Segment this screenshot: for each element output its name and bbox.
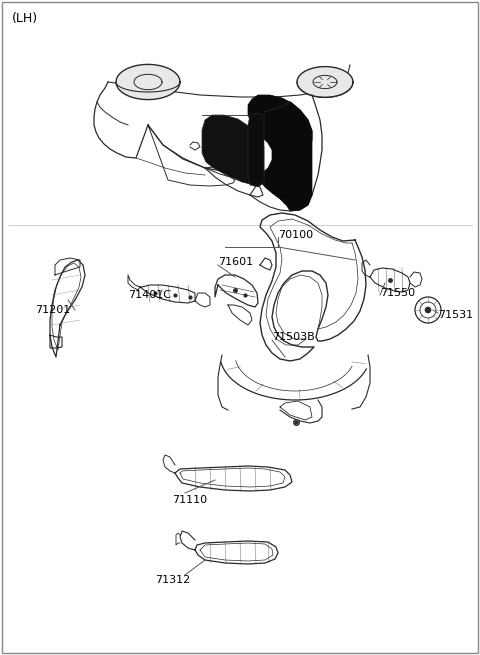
Circle shape [425, 307, 431, 313]
Text: 71201: 71201 [35, 305, 70, 315]
Polygon shape [298, 67, 352, 97]
Polygon shape [248, 95, 312, 211]
Polygon shape [248, 113, 264, 187]
Text: 71531: 71531 [438, 310, 473, 320]
Text: 70100: 70100 [278, 230, 313, 240]
Text: 71312: 71312 [155, 575, 190, 585]
Text: 71503B: 71503B [272, 332, 315, 342]
Text: 71601: 71601 [218, 257, 253, 267]
Text: 71110: 71110 [172, 495, 207, 505]
Polygon shape [202, 115, 264, 185]
Polygon shape [117, 65, 180, 100]
Text: 71550: 71550 [380, 288, 415, 298]
Text: 71401C: 71401C [128, 290, 171, 300]
Text: (LH): (LH) [12, 12, 38, 25]
